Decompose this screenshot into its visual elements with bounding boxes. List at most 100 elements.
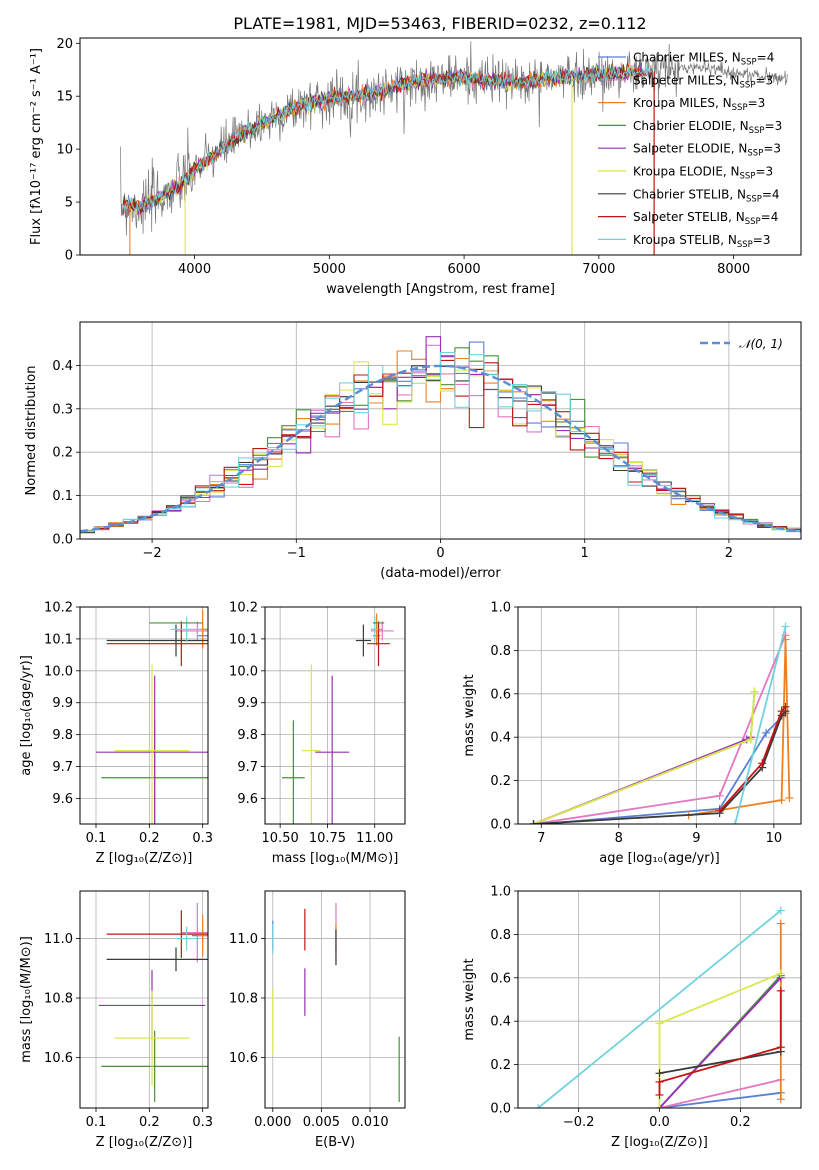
x-tick-label: 4000 — [178, 262, 211, 277]
legend-label-main: Chabrier MILES, N — [633, 51, 741, 65]
errorbar-panel: 0.1 0.2 0.3 9.6 9.7 9.8 9.9 10.0 10.1 10.2 Z [log₁… — [19, 601, 213, 867]
x-tick-label: 7000 — [582, 262, 615, 277]
x-tick-label: 0.3 — [192, 831, 213, 846]
legend-label-sub: SSP — [740, 172, 756, 182]
y-tick-label: 0.8 — [490, 644, 511, 659]
model-spectrum — [122, 63, 653, 212]
axes-frame — [79, 321, 802, 540]
mass-weight-line — [533, 691, 756, 824]
x-axis-label: Z [log₁₀(Z/Z⊙)] — [96, 1135, 193, 1150]
legend-label-suffix: =3 — [763, 142, 781, 156]
mass-weight-line — [718, 706, 787, 812]
y-tick-label: 0.2 — [52, 446, 73, 461]
histogram-steps — [80, 336, 801, 534]
x-tick-label: 7 — [537, 831, 545, 846]
axes-frame — [79, 606, 209, 825]
errorbar-marks — [282, 613, 394, 824]
y-tick-label: 10.8 — [44, 992, 73, 1007]
x-tick-label: 11.00 — [356, 831, 393, 846]
mass-weight-lines — [534, 906, 785, 1108]
y-axis-label: mass weight — [462, 958, 477, 1040]
axes-frame — [79, 37, 802, 256]
x-tick-label: 0.2 — [139, 831, 160, 846]
legend-label-main: Kroupa STELIB, N — [633, 233, 737, 247]
legend-label-sub: SSP — [741, 58, 757, 68]
x-tick-label: 10.50 — [262, 831, 299, 846]
mass-weight-line — [537, 909, 782, 1108]
x-tick-label: 0.3 — [192, 1115, 213, 1130]
y-tick-label: 20 — [56, 37, 73, 52]
legend-label-sub: SSP — [740, 80, 756, 90]
legend-label-main: Salpeter ELODIE, N — [633, 142, 747, 156]
y-tick-label: 9.6 — [237, 792, 258, 807]
y-tick-label: 0.8 — [490, 928, 511, 943]
legend-label-main: Chabrier ELODIE, N — [633, 119, 749, 133]
x-tick-label: 9 — [692, 831, 700, 846]
legend-label-suffix: =3 — [755, 165, 773, 179]
x-tick-label: 0 — [436, 546, 444, 561]
y-tick-label: 10.6 — [44, 1051, 73, 1066]
y-tick-label: 15 — [56, 90, 73, 105]
y-tick-label: 0 — [65, 249, 73, 264]
legend-label: Kroupa STELIB, NSSP=3 — [633, 233, 771, 250]
legend-label-suffix: =3 — [765, 119, 783, 133]
x-tick-label: 0.0 — [649, 1115, 670, 1130]
y-tick-label: 0.3 — [52, 402, 73, 417]
x-tick-label: 0.005 — [303, 1115, 340, 1130]
mass-weight-panel: −0.2 0.0 0.2 0.0 0.2 0.4 0.6 0.8 1.0 Z [log₁₀(Z/Z… — [462, 885, 802, 1150]
x-tick-label: 0.2 — [730, 1115, 751, 1130]
legend-label-sub: SSP — [732, 103, 748, 113]
legend-label: Chabrier ELODIE, NSSP=3 — [633, 119, 782, 136]
x-tick-label: 0.010 — [351, 1115, 388, 1130]
axes-frame — [517, 606, 802, 825]
axes-frame — [517, 890, 802, 1109]
legend-label-main: Kroupa MILES, N — [633, 96, 732, 110]
errorbar-marks — [98, 902, 208, 1103]
y-tick-label: 0.1 — [52, 489, 73, 504]
errorbar-panel: 0.000 0.005 0.010 10.6 10.8 11.0 E(B-V) — [229, 890, 406, 1150]
x-axis-label: (data-model)/error — [380, 566, 501, 581]
y-axis-label: age [log₁₀(age/yr)] — [19, 655, 34, 776]
legend-label: Kroupa ELODIE, NSSP=3 — [633, 165, 773, 182]
axes-frame — [79, 890, 209, 1109]
y-tick-label: 11.0 — [44, 932, 73, 947]
y-tick-label: 0.0 — [490, 818, 511, 833]
spectrum-panel: 4000 5000 6000 7000 8000 0 5 10 15 20 wavelength [… — [29, 37, 802, 297]
x-tick-label: 10.75 — [309, 831, 346, 846]
legend-label: Kroupa MILES, NSSP=3 — [633, 96, 765, 113]
x-tick-label: 2 — [725, 546, 733, 561]
y-tick-label: 10.2 — [44, 601, 73, 616]
y-tick-label: 0.4 — [490, 731, 511, 746]
y-tick-label: 9.8 — [52, 728, 73, 743]
x-tick-label: 0.000 — [254, 1115, 291, 1130]
x-axis-label: age [log₁₀(age/yr)] — [599, 851, 720, 866]
mass-weight-line — [533, 634, 787, 824]
mass-weight-line — [688, 639, 791, 817]
legend-label-suffix: =4 — [761, 210, 779, 224]
x-tick-label: 0.1 — [86, 1115, 107, 1130]
y-tick-label: 10.8 — [229, 992, 258, 1007]
x-tick-label: 8000 — [717, 262, 750, 277]
legend-label-main: Kroupa ELODIE, N — [633, 165, 740, 179]
y-tick-label: 10.6 — [229, 1051, 258, 1066]
y-tick-label: 11.0 — [229, 932, 258, 947]
y-tick-label: 9.6 — [52, 792, 73, 807]
mass-weight-line — [533, 691, 756, 824]
observed-spectrum — [120, 41, 788, 236]
legend-label-suffix: =3 — [753, 233, 771, 247]
x-tick-label: 0.2 — [139, 1115, 160, 1130]
y-tick-label: 10 — [56, 143, 73, 158]
x-axis-label: wavelength [Angstrom, rest frame] — [326, 282, 555, 297]
x-tick-label: −2 — [143, 546, 162, 561]
legend-label-sub: SSP — [745, 217, 761, 227]
y-tick-label: 9.7 — [52, 760, 73, 775]
y-tick-label: 9.9 — [237, 696, 258, 711]
y-tick-label: 1.0 — [490, 601, 511, 616]
x-tick-label: 0.1 — [86, 831, 107, 846]
x-axis-label: mass [log₁₀(M/M⊙)] — [272, 851, 399, 866]
legend-label: Salpeter STELIB, NSSP=4 — [633, 210, 778, 227]
errorbar-marks — [272, 902, 400, 1103]
y-tick-label: 0.4 — [490, 1015, 511, 1030]
y-tick-label: 9.9 — [52, 696, 73, 711]
